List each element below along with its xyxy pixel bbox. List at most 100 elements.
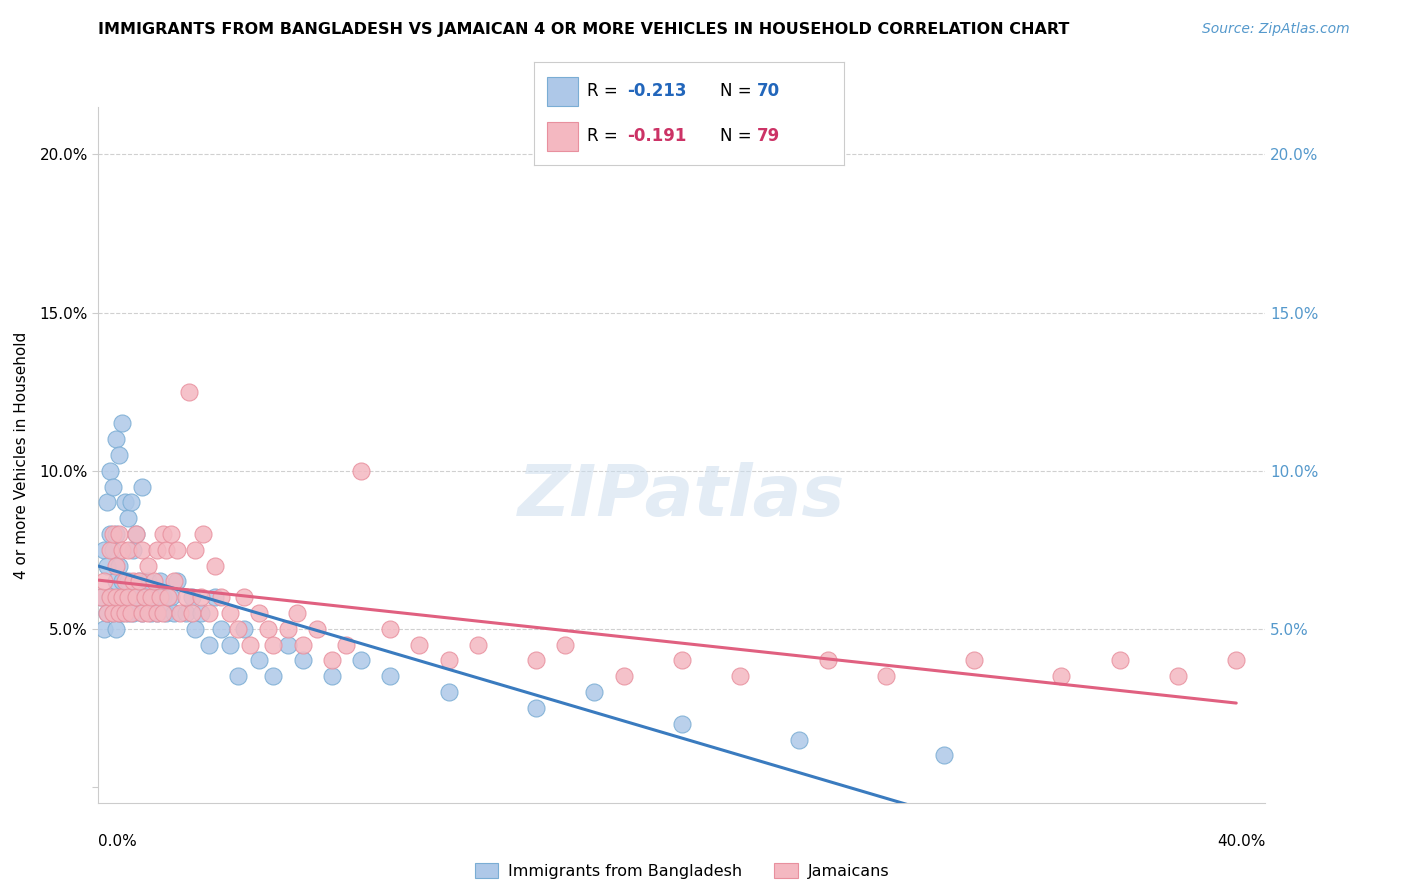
Text: IMMIGRANTS FROM BANGLADESH VS JAMAICAN 4 OR MORE VEHICLES IN HOUSEHOLD CORRELATI: IMMIGRANTS FROM BANGLADESH VS JAMAICAN 4… [98, 22, 1070, 37]
Point [125, 527, 148, 541]
Point [183, 542, 205, 557]
Point [166, 542, 188, 557]
Point [104, 574, 127, 589]
Point [239, 638, 262, 652]
Point [166, 574, 188, 589]
Point [198, 606, 221, 620]
Point [875, 669, 897, 683]
Text: ZIPatlas: ZIPatlas [519, 462, 845, 531]
Point [583, 685, 606, 699]
Point [291, 653, 314, 667]
Point [104, 527, 127, 541]
Bar [547, 77, 578, 105]
Point [111, 574, 134, 589]
Text: 70: 70 [756, 82, 780, 100]
Point [146, 606, 169, 620]
Point [93, 542, 115, 557]
Bar [547, 122, 578, 151]
Point [228, 622, 250, 636]
Point [285, 606, 308, 620]
Point [139, 591, 162, 605]
Point [128, 574, 150, 589]
Point [114, 591, 136, 605]
Point [233, 591, 256, 605]
Point [277, 638, 299, 652]
Point [98, 542, 121, 557]
Point [146, 606, 169, 620]
Point [98, 464, 121, 478]
Point [101, 606, 124, 620]
Point [183, 622, 205, 636]
Point [335, 638, 357, 652]
Point [169, 606, 191, 620]
Point [160, 527, 183, 541]
Point [114, 606, 136, 620]
Point [98, 591, 121, 605]
Point [96, 558, 118, 573]
Point [247, 653, 270, 667]
Point [125, 591, 148, 605]
Point [307, 622, 329, 636]
Text: 79: 79 [756, 128, 780, 145]
Point [1167, 669, 1189, 683]
Point [218, 638, 240, 652]
Point [193, 527, 215, 541]
Point [101, 479, 124, 493]
Point [108, 448, 131, 462]
Point [160, 591, 183, 605]
Point [817, 653, 839, 667]
Point [93, 574, 115, 589]
Point [524, 701, 547, 715]
Point [204, 591, 226, 605]
Text: Source: ZipAtlas.com: Source: ZipAtlas.com [1202, 22, 1350, 37]
Point [93, 622, 115, 636]
Point [350, 653, 373, 667]
Point [136, 574, 159, 589]
Point [122, 574, 145, 589]
Point [98, 591, 121, 605]
Y-axis label: 4 or more Vehicles in Household: 4 or more Vehicles in Household [14, 331, 28, 579]
Point [98, 527, 121, 541]
Point [101, 542, 124, 557]
Point [131, 606, 153, 620]
Point [114, 495, 136, 509]
Point [136, 558, 159, 573]
Point [174, 606, 197, 620]
Point [90, 591, 112, 605]
Point [467, 638, 489, 652]
Text: 0.0%: 0.0% [98, 834, 138, 849]
Text: N =: N = [720, 82, 756, 100]
Point [228, 669, 250, 683]
Point [111, 591, 134, 605]
Point [111, 542, 134, 557]
Point [408, 638, 430, 652]
Point [134, 591, 156, 605]
Point [149, 591, 172, 605]
Point [117, 542, 139, 557]
Point [90, 591, 112, 605]
Point [163, 606, 186, 620]
Legend: Immigrants from Bangladesh, Jamaicans: Immigrants from Bangladesh, Jamaicans [468, 856, 896, 885]
Point [142, 574, 165, 589]
Point [256, 622, 278, 636]
Point [204, 558, 226, 573]
Point [128, 574, 150, 589]
Point [157, 591, 180, 605]
Point [120, 495, 142, 509]
Point [198, 638, 221, 652]
Text: R =: R = [586, 128, 623, 145]
Point [108, 527, 131, 541]
Point [108, 558, 131, 573]
Point [111, 606, 134, 620]
Point [131, 542, 153, 557]
Point [350, 464, 373, 478]
Point [117, 606, 139, 620]
Point [108, 606, 131, 620]
Point [962, 653, 984, 667]
Point [155, 606, 177, 620]
Point [152, 527, 174, 541]
Point [378, 622, 402, 636]
Point [177, 384, 200, 399]
Point [1108, 653, 1130, 667]
Point [209, 622, 232, 636]
